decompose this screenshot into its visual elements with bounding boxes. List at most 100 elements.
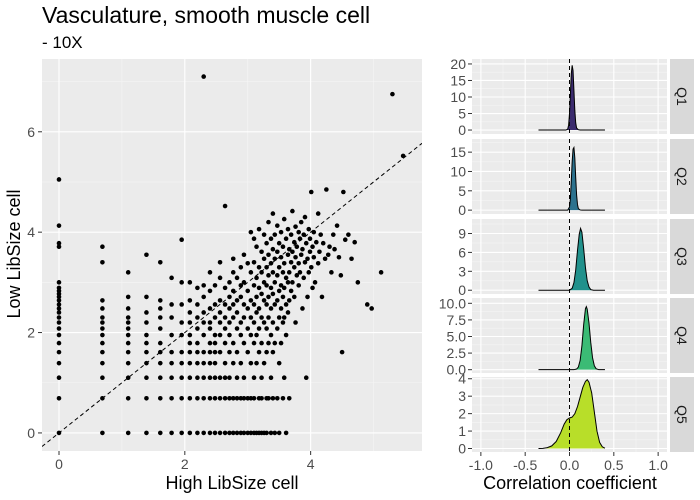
- density-x-tick-label: 0.5: [604, 457, 624, 473]
- scatter-point: [195, 360, 200, 366]
- scatter-point: [212, 315, 218, 320]
- scatter-point: [217, 298, 223, 303]
- density-y-tick-label: 6: [458, 244, 466, 260]
- scatter-y-tick-label: 2: [27, 325, 35, 341]
- scatter-point: [261, 280, 267, 285]
- scatter-point: [195, 396, 200, 401]
- scatter-point: [195, 326, 200, 331]
- density-area-q4: [538, 306, 605, 370]
- scatter-point: [212, 340, 218, 346]
- scatter-point: [169, 430, 174, 436]
- scatter-point: [207, 349, 213, 355]
- scatter-point: [187, 375, 193, 381]
- scatter-point: [56, 315, 62, 320]
- scatter-point: [290, 280, 295, 285]
- scatter-point: [349, 256, 354, 262]
- scatter-point: [352, 239, 357, 245]
- scatter-point: [254, 294, 259, 300]
- scatter-point: [307, 249, 313, 255]
- scatter-point: [324, 187, 329, 192]
- scatter-point: [217, 349, 223, 355]
- scatter-point: [342, 237, 348, 242]
- scatter-point: [201, 396, 206, 401]
- scatter-point: [254, 310, 259, 315]
- scatter-point: [187, 280, 193, 285]
- scatter-point: [100, 326, 105, 331]
- scatter-point: [100, 315, 105, 320]
- density-curve-q1: [538, 65, 605, 131]
- scatter-point: [303, 375, 309, 381]
- scatter-point: [207, 326, 213, 331]
- scatter-point: [256, 285, 262, 291]
- density-panel-q4: 0.02.55.07.510.0 Q4: [439, 295, 694, 378]
- scatter-point: [207, 306, 213, 311]
- scatter-point: [179, 280, 184, 285]
- scatter-point: [293, 224, 298, 229]
- scatter-point: [276, 360, 282, 366]
- scatter-point: [157, 340, 163, 346]
- scatter-point: [286, 396, 292, 401]
- scatter-point: [298, 252, 304, 258]
- scatter-point: [169, 332, 174, 338]
- scatter-point: [270, 211, 276, 216]
- scatter-point: [217, 332, 223, 338]
- facet-strip-label: Q5: [674, 405, 690, 424]
- scatter-point: [241, 280, 247, 285]
- scatter-point: [201, 349, 206, 355]
- scatter-point: [238, 294, 244, 300]
- scatter-point: [245, 349, 251, 355]
- scatter-point: [290, 208, 295, 214]
- scatter-point: [195, 302, 200, 307]
- scatter-point: [278, 229, 284, 235]
- scatter-panel-background: [42, 59, 422, 451]
- scatter-point: [217, 275, 223, 281]
- scatter-point: [222, 340, 228, 346]
- scatter-point: [230, 430, 236, 436]
- scatter-point: [187, 349, 193, 355]
- scatter-point: [207, 340, 213, 346]
- scatter-point: [201, 294, 206, 300]
- scatter-point: [241, 430, 247, 436]
- scatter-point: [179, 360, 184, 366]
- scatter-point: [268, 306, 274, 311]
- scatter-point: [217, 396, 223, 401]
- scatter-point: [281, 260, 287, 266]
- scatter-point: [336, 254, 342, 260]
- density-y-tick-label: 0: [458, 441, 466, 457]
- scatter-point: [259, 249, 264, 255]
- scatter-point: [238, 320, 244, 325]
- scatter-point: [264, 326, 269, 331]
- scatter-point: [201, 430, 206, 436]
- scatter-point: [241, 340, 247, 346]
- scatter-point: [364, 302, 370, 307]
- scatter-point: [100, 332, 105, 338]
- scatter-point: [56, 306, 62, 311]
- scatter-point: [125, 430, 131, 436]
- scatter-point: [270, 320, 276, 325]
- scatter-point: [222, 326, 228, 331]
- scatter-point: [207, 430, 213, 436]
- scatter-point: [238, 360, 244, 366]
- scatter-point: [187, 430, 193, 436]
- scatter-point: [268, 285, 274, 291]
- scatter-point: [241, 396, 247, 401]
- scatter-point: [248, 270, 254, 275]
- scatter-point: [302, 259, 308, 265]
- scatter-point: [270, 396, 276, 401]
- scatter-point: [314, 239, 319, 245]
- scatter-point: [278, 283, 284, 288]
- scatter-point: [144, 294, 149, 300]
- scatter-point: [227, 280, 232, 285]
- scatter-point: [230, 396, 236, 401]
- scatter-point: [212, 332, 218, 338]
- scatter-x-tick-label: 0: [55, 456, 63, 472]
- scatter-point: [201, 74, 206, 79]
- scatter-point: [291, 265, 297, 270]
- scatter-point: [56, 320, 62, 325]
- scatter-point: [169, 349, 174, 355]
- density-y-tick-label: 4: [458, 371, 466, 387]
- scatter-point: [294, 273, 300, 278]
- scatter-point: [125, 315, 131, 320]
- density-y-tick-label: 10.0: [439, 295, 466, 311]
- scatter-point: [248, 315, 254, 320]
